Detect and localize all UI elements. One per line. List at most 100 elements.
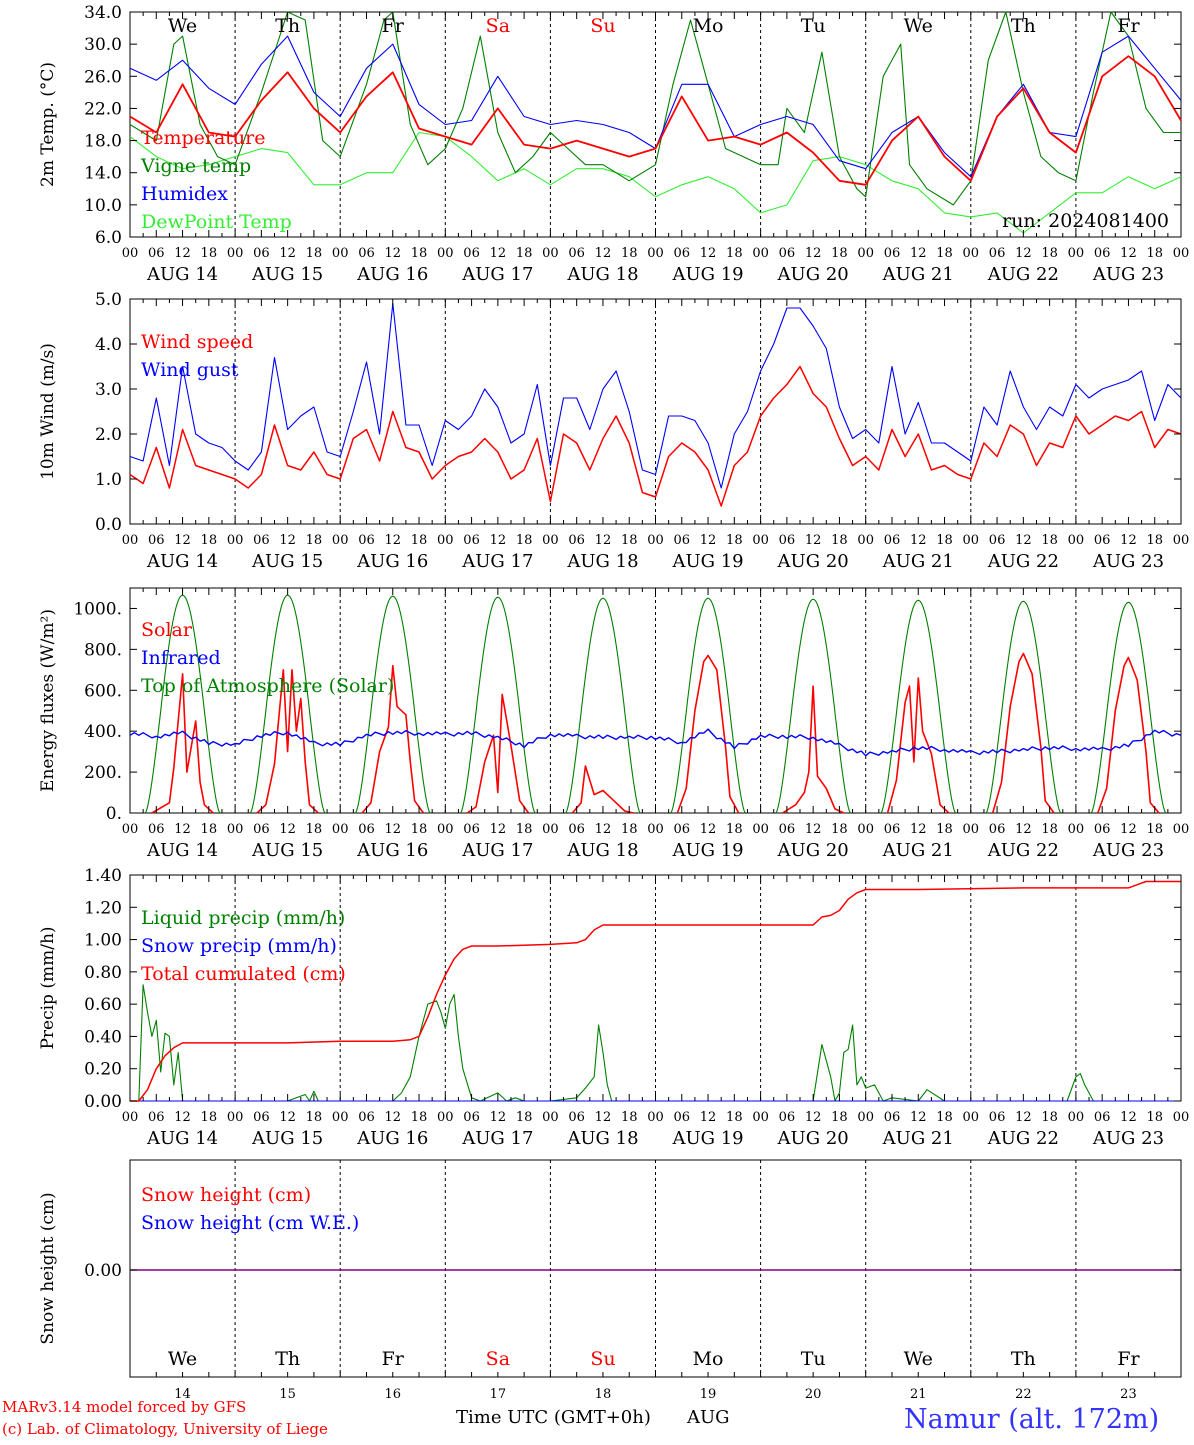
energy-hour-label: 12 — [279, 822, 296, 837]
energy-series-toa-solar — [880, 599, 956, 814]
temp-hour-label: 18 — [306, 246, 323, 261]
precip-date-label: AUG 20 — [777, 1128, 849, 1149]
precip-hour-label: 00 — [227, 1110, 244, 1125]
wind-hour-label: 06 — [884, 533, 901, 548]
precip-y-tick-label: 1.40 — [84, 866, 122, 886]
precip-panel: 00 06 12 18 AUG 14 00 06 12 18 AUG 15 00 06 12 18 AUG … — [38, 866, 1189, 1149]
energy-hour-label: 18 — [726, 822, 743, 837]
energy-date-label: AUG 22 — [987, 840, 1059, 861]
precip-hour-label: 12 — [384, 1110, 401, 1125]
footer-model-line: MARv3.14 model forced by GFS — [2, 1398, 246, 1416]
snow-day-name: Su — [590, 1348, 615, 1370]
temp-hour-label: 18 — [726, 246, 743, 261]
energy-hour-label: 00 — [647, 822, 664, 837]
wind-hour-label: 18 — [306, 533, 323, 548]
energy-hour-label: 12 — [805, 822, 822, 837]
temp-series-vigne-temp — [129, 11, 1181, 206]
energy-hour-label: 06 — [884, 822, 901, 837]
snow-day-name: Fr — [1117, 1348, 1140, 1370]
energy-y-tick-label: 1000. — [73, 599, 122, 619]
wind-date-label: AUG 23 — [1092, 551, 1164, 572]
temp-hour-label: 06 — [1094, 246, 1111, 261]
temp-hour-label: 00 — [332, 246, 349, 261]
energy-series-toa-solar — [355, 595, 431, 814]
energy-date-label: AUG 20 — [777, 840, 849, 861]
precip-hour-label: 18 — [516, 1110, 533, 1125]
wind-date-label: AUG 14 — [146, 551, 218, 572]
temp-day-name: Fr — [382, 15, 405, 37]
snow-day-number: 15 — [279, 1387, 296, 1402]
temp-hour-label: 12 — [1015, 246, 1032, 261]
temp-hour-label: 06 — [989, 246, 1006, 261]
energy-hour-label: 06 — [463, 822, 480, 837]
temp-legend-3: DewPoint Temp — [141, 211, 292, 233]
wind-legend-1: Wind gust — [141, 359, 239, 381]
energy-hour-label: 18 — [1146, 822, 1163, 837]
wind-hour-label: 18 — [411, 533, 428, 548]
wind-y-tick-label: 3.0 — [95, 380, 122, 400]
temp-day-name: We — [904, 15, 933, 37]
precip-hour-label: 12 — [700, 1110, 717, 1125]
precip-hour-label: 06 — [674, 1110, 691, 1125]
snow-y-axis-label: Snow height (cm) — [38, 1192, 58, 1344]
energy-legend-2: Top of Atmosphere (Solar) — [141, 675, 394, 697]
energy-panel: 00 06 12 18 AUG 14 00 06 12 18 AUG 15 00 06 12 18 AUG … — [38, 587, 1189, 861]
energy-series-toa-solar — [775, 598, 851, 814]
snow-day-number: 21 — [910, 1387, 927, 1402]
energy-series-solar — [466, 693, 530, 814]
precip-hour-label: 06 — [148, 1110, 165, 1125]
precip-hour-label: 12 — [910, 1110, 927, 1125]
energy-date-label: AUG 15 — [251, 840, 323, 861]
temp-date-label: AUG 14 — [146, 264, 218, 285]
energy-date-label: AUG 16 — [356, 840, 428, 861]
energy-hour-label: 00 — [857, 822, 874, 837]
temp-hour-label: 00 — [227, 246, 244, 261]
wind-hour-label: 06 — [989, 533, 1006, 548]
precip-hour-label: 12 — [595, 1110, 612, 1125]
snow-day-name: Th — [1011, 1348, 1036, 1370]
energy-hour-label: 06 — [674, 822, 691, 837]
wind-hour-label: 00 — [332, 533, 349, 548]
energy-date-label: AUG 14 — [146, 840, 218, 861]
wind-hour-label: 00 — [752, 533, 769, 548]
snow-panel: 0.00 Snow height (cm) Snow height (cm) Snow… — [38, 1159, 1182, 1402]
energy-series-toa-solar — [249, 594, 326, 814]
precip-hour-label: 00 — [1173, 1110, 1190, 1125]
precip-hour-label: 06 — [779, 1110, 796, 1125]
temp-hour-label: 18 — [411, 246, 428, 261]
precip-hour-label: 06 — [989, 1110, 1006, 1125]
precip-date-label: AUG 21 — [882, 1128, 954, 1149]
temp-date-label: AUG 18 — [566, 264, 638, 285]
precip-date-label: AUG 15 — [251, 1128, 323, 1149]
snow-day-number: 17 — [490, 1387, 507, 1402]
energy-date-label: AUG 17 — [461, 840, 533, 861]
temp-hour-label: 06 — [674, 246, 691, 261]
wind-hour-label: 06 — [1094, 533, 1111, 548]
temp-date-label: AUG 19 — [671, 264, 743, 285]
energy-hour-label: 18 — [306, 822, 323, 837]
temp-legend-2: Humidex — [141, 183, 228, 205]
temp-y-tick-label: 6.0 — [95, 228, 122, 248]
temp-hour-label: 12 — [174, 246, 191, 261]
temp-hour-label: 00 — [122, 246, 139, 261]
temp-day-name: Sa — [486, 15, 510, 37]
temp-hour-label: 18 — [1041, 246, 1058, 261]
wind-series-wind-gust — [129, 302, 1182, 489]
wind-date-label: AUG 21 — [882, 551, 954, 572]
wind-date-label: AUG 15 — [251, 551, 323, 572]
energy-series-solar — [361, 664, 425, 814]
energy-hour-label: 12 — [595, 822, 612, 837]
precip-legend-1: Snow precip (mm/h) — [141, 935, 337, 957]
energy-hour-label: 18 — [936, 822, 953, 837]
energy-hour-label: 18 — [621, 822, 638, 837]
energy-hour-label: 18 — [411, 822, 428, 837]
snow-legend-0: Snow height (cm) — [141, 1184, 311, 1206]
temperature-panel: 00 06 12 18 AUG 14 00 06 12 18 AUG 15 00 06 12 18 AUG … — [38, 3, 1189, 285]
precip-date-label: AUG 17 — [461, 1128, 533, 1149]
wind-date-label: AUG 20 — [777, 551, 849, 572]
precip-hour-label: 00 — [647, 1110, 664, 1125]
temp-series-humidex — [129, 35, 1182, 178]
temp-hour-label: 06 — [779, 246, 796, 261]
temp-day-name: We — [168, 15, 197, 37]
